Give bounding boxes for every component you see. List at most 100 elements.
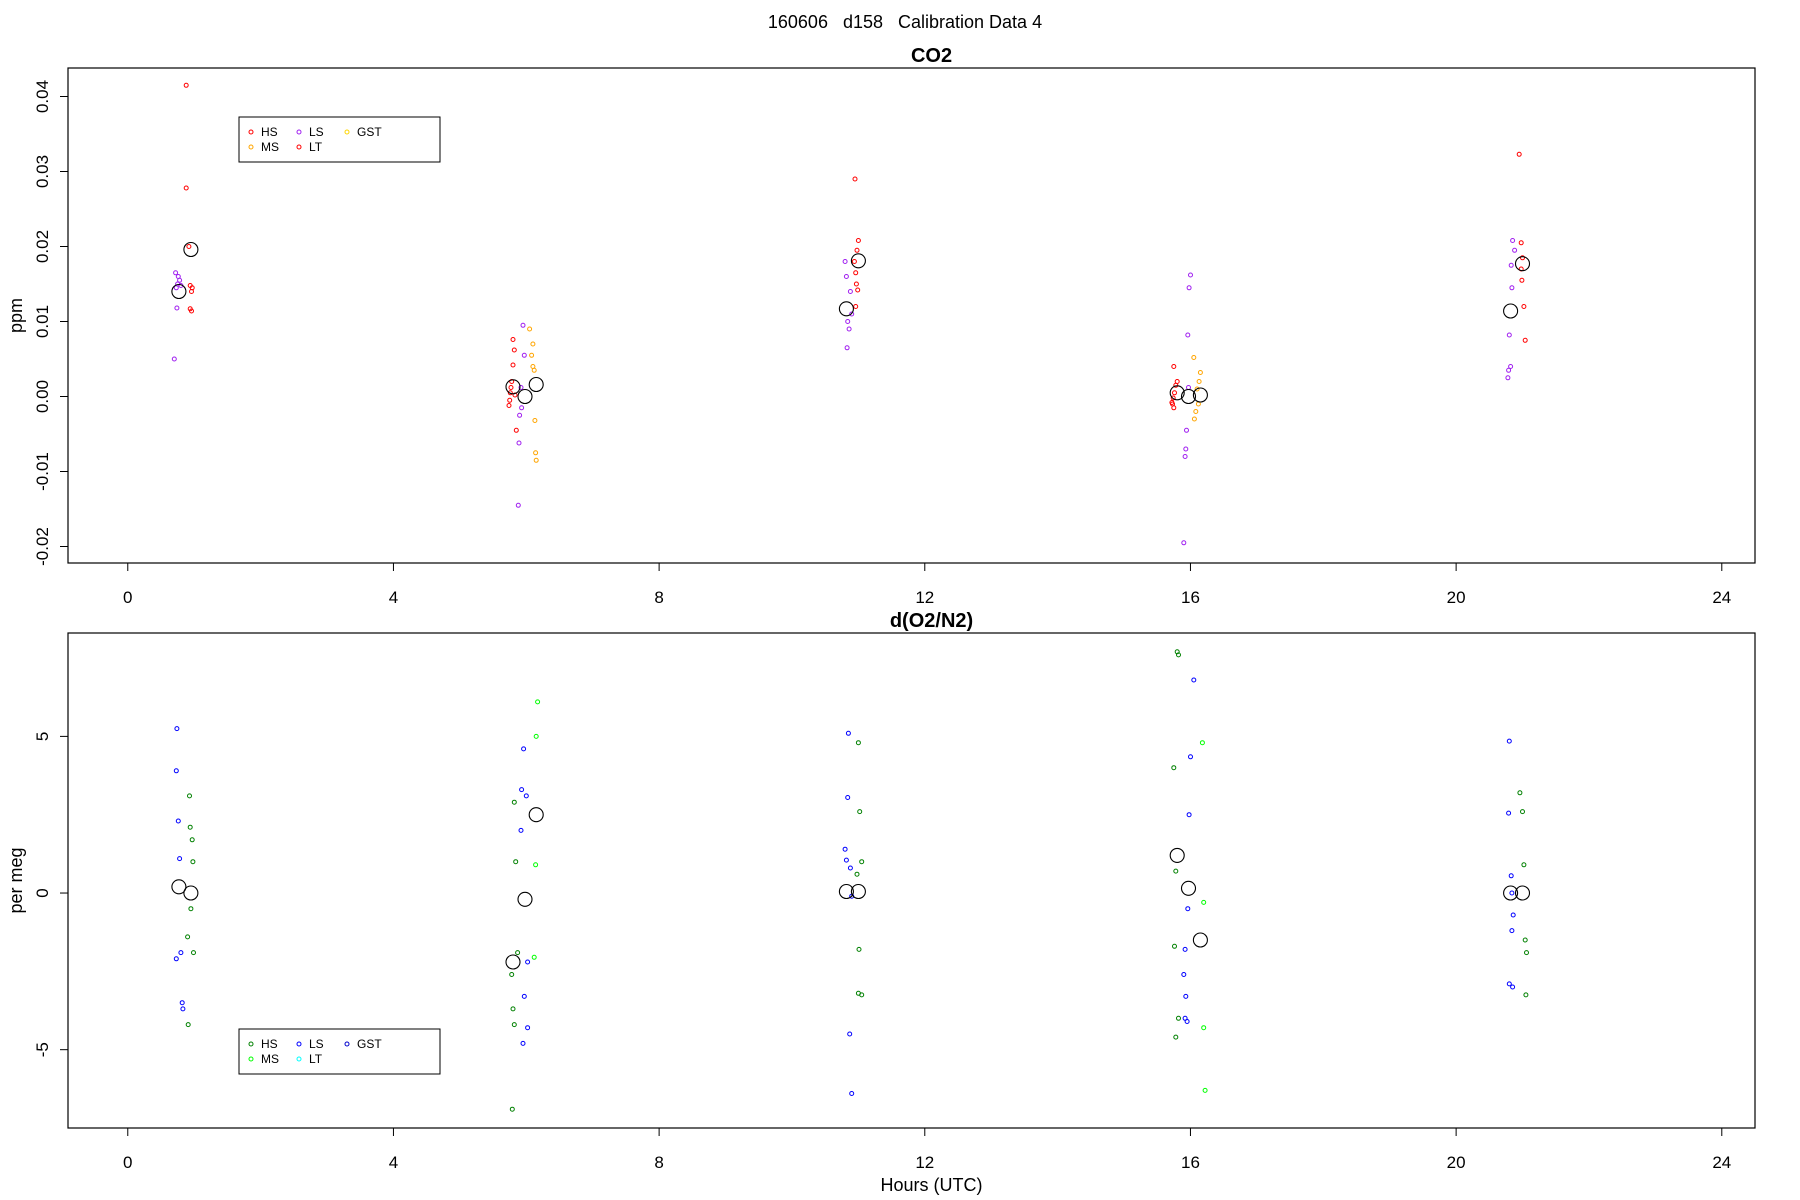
mean-point — [1180, 880, 1197, 896]
data-point — [1172, 390, 1177, 396]
data-point — [859, 992, 865, 998]
data-point — [520, 322, 526, 328]
data-point — [185, 1022, 191, 1028]
data-point — [853, 281, 859, 287]
data-point — [843, 274, 849, 279]
data-point — [173, 768, 179, 774]
data-point — [1181, 972, 1187, 977]
data-point — [191, 950, 196, 956]
data-point — [1176, 1015, 1181, 1021]
mean-point — [1514, 885, 1531, 901]
data-point — [1508, 364, 1514, 369]
data-point — [1185, 332, 1191, 338]
data-point — [519, 405, 525, 411]
legend-marker — [296, 129, 302, 135]
data-point — [1201, 1025, 1207, 1031]
series-ls — [173, 677, 1516, 1096]
data-point — [510, 337, 516, 342]
data-point — [1186, 812, 1192, 818]
data-point — [517, 412, 523, 418]
data-point — [849, 311, 855, 317]
mean-point — [171, 879, 187, 895]
legend-label: LS — [309, 1037, 324, 1051]
series-hs — [185, 649, 1529, 1112]
x-tick-label: 8 — [654, 1153, 663, 1172]
legend-marker — [248, 1056, 254, 1062]
mean-point — [838, 301, 854, 317]
data-point — [177, 856, 183, 862]
panel-title: d(O2/N2) — [890, 610, 973, 632]
data-point — [1196, 379, 1202, 384]
mean-point — [528, 807, 544, 823]
data-point — [525, 1025, 531, 1031]
data-point — [1521, 304, 1527, 309]
mean-point — [1169, 847, 1185, 863]
data-point — [1508, 873, 1514, 879]
data-point — [857, 809, 863, 815]
x-tick-label: 20 — [1447, 588, 1466, 607]
data-point — [535, 699, 541, 705]
data-point — [1176, 652, 1181, 658]
data-point — [521, 352, 527, 358]
data-point — [1509, 890, 1515, 896]
data-point — [529, 352, 535, 358]
data-point — [533, 457, 539, 463]
data-point — [1506, 738, 1512, 744]
data-point — [1182, 454, 1188, 459]
data-point — [1512, 247, 1518, 253]
data-point — [1520, 255, 1525, 261]
data-point — [189, 308, 194, 314]
x-tick-label: 0 — [123, 588, 132, 607]
mean-point — [850, 883, 866, 900]
data-point — [175, 818, 181, 824]
data-point — [173, 956, 179, 962]
mean-point — [1503, 303, 1519, 319]
mean-point — [517, 891, 533, 907]
panel-title: CO2 — [911, 45, 952, 67]
data-point — [515, 950, 521, 956]
data-point — [1519, 277, 1525, 283]
data-point — [1201, 899, 1207, 905]
mean-point — [1169, 385, 1185, 401]
mean-point — [850, 253, 866, 269]
y-axis: -5 0 5 — [33, 732, 69, 1057]
data-point — [1183, 993, 1189, 999]
data-point — [1509, 928, 1515, 934]
data-point — [1516, 151, 1522, 157]
data-point — [510, 1006, 516, 1012]
mean-point — [528, 376, 544, 393]
data-point — [1188, 272, 1193, 278]
legend-box — [238, 1028, 441, 1075]
data-point — [520, 1040, 526, 1046]
data-point — [513, 427, 519, 433]
legend-marker — [296, 1056, 302, 1062]
x-tick-label: 12 — [915, 588, 934, 607]
data-point — [515, 502, 521, 508]
series-ms — [531, 699, 1208, 1093]
data-point — [174, 726, 180, 732]
legend-marker — [248, 129, 254, 135]
data-point — [845, 730, 851, 736]
data-point — [846, 326, 852, 332]
data-point — [1506, 981, 1512, 987]
data-point — [507, 397, 513, 403]
data-point — [189, 289, 194, 294]
x-tick-label: 4 — [389, 1153, 398, 1172]
data-point — [847, 1031, 853, 1037]
data-point — [518, 827, 524, 833]
data-point — [854, 247, 860, 253]
data-point — [1181, 540, 1187, 546]
y-tick-label: 0.02 — [33, 230, 52, 263]
mean-point — [517, 388, 533, 405]
data-point — [859, 859, 865, 865]
data-point — [177, 277, 183, 283]
mean-point — [1192, 932, 1208, 948]
y-tick-label: 5 — [33, 732, 52, 741]
data-point — [1169, 400, 1175, 405]
data-point — [1197, 370, 1203, 375]
data-point — [1521, 862, 1527, 868]
mean-point — [1503, 885, 1519, 901]
data-point — [1185, 906, 1191, 912]
x-tick-label: 0 — [123, 1153, 132, 1172]
data-point — [186, 244, 192, 249]
